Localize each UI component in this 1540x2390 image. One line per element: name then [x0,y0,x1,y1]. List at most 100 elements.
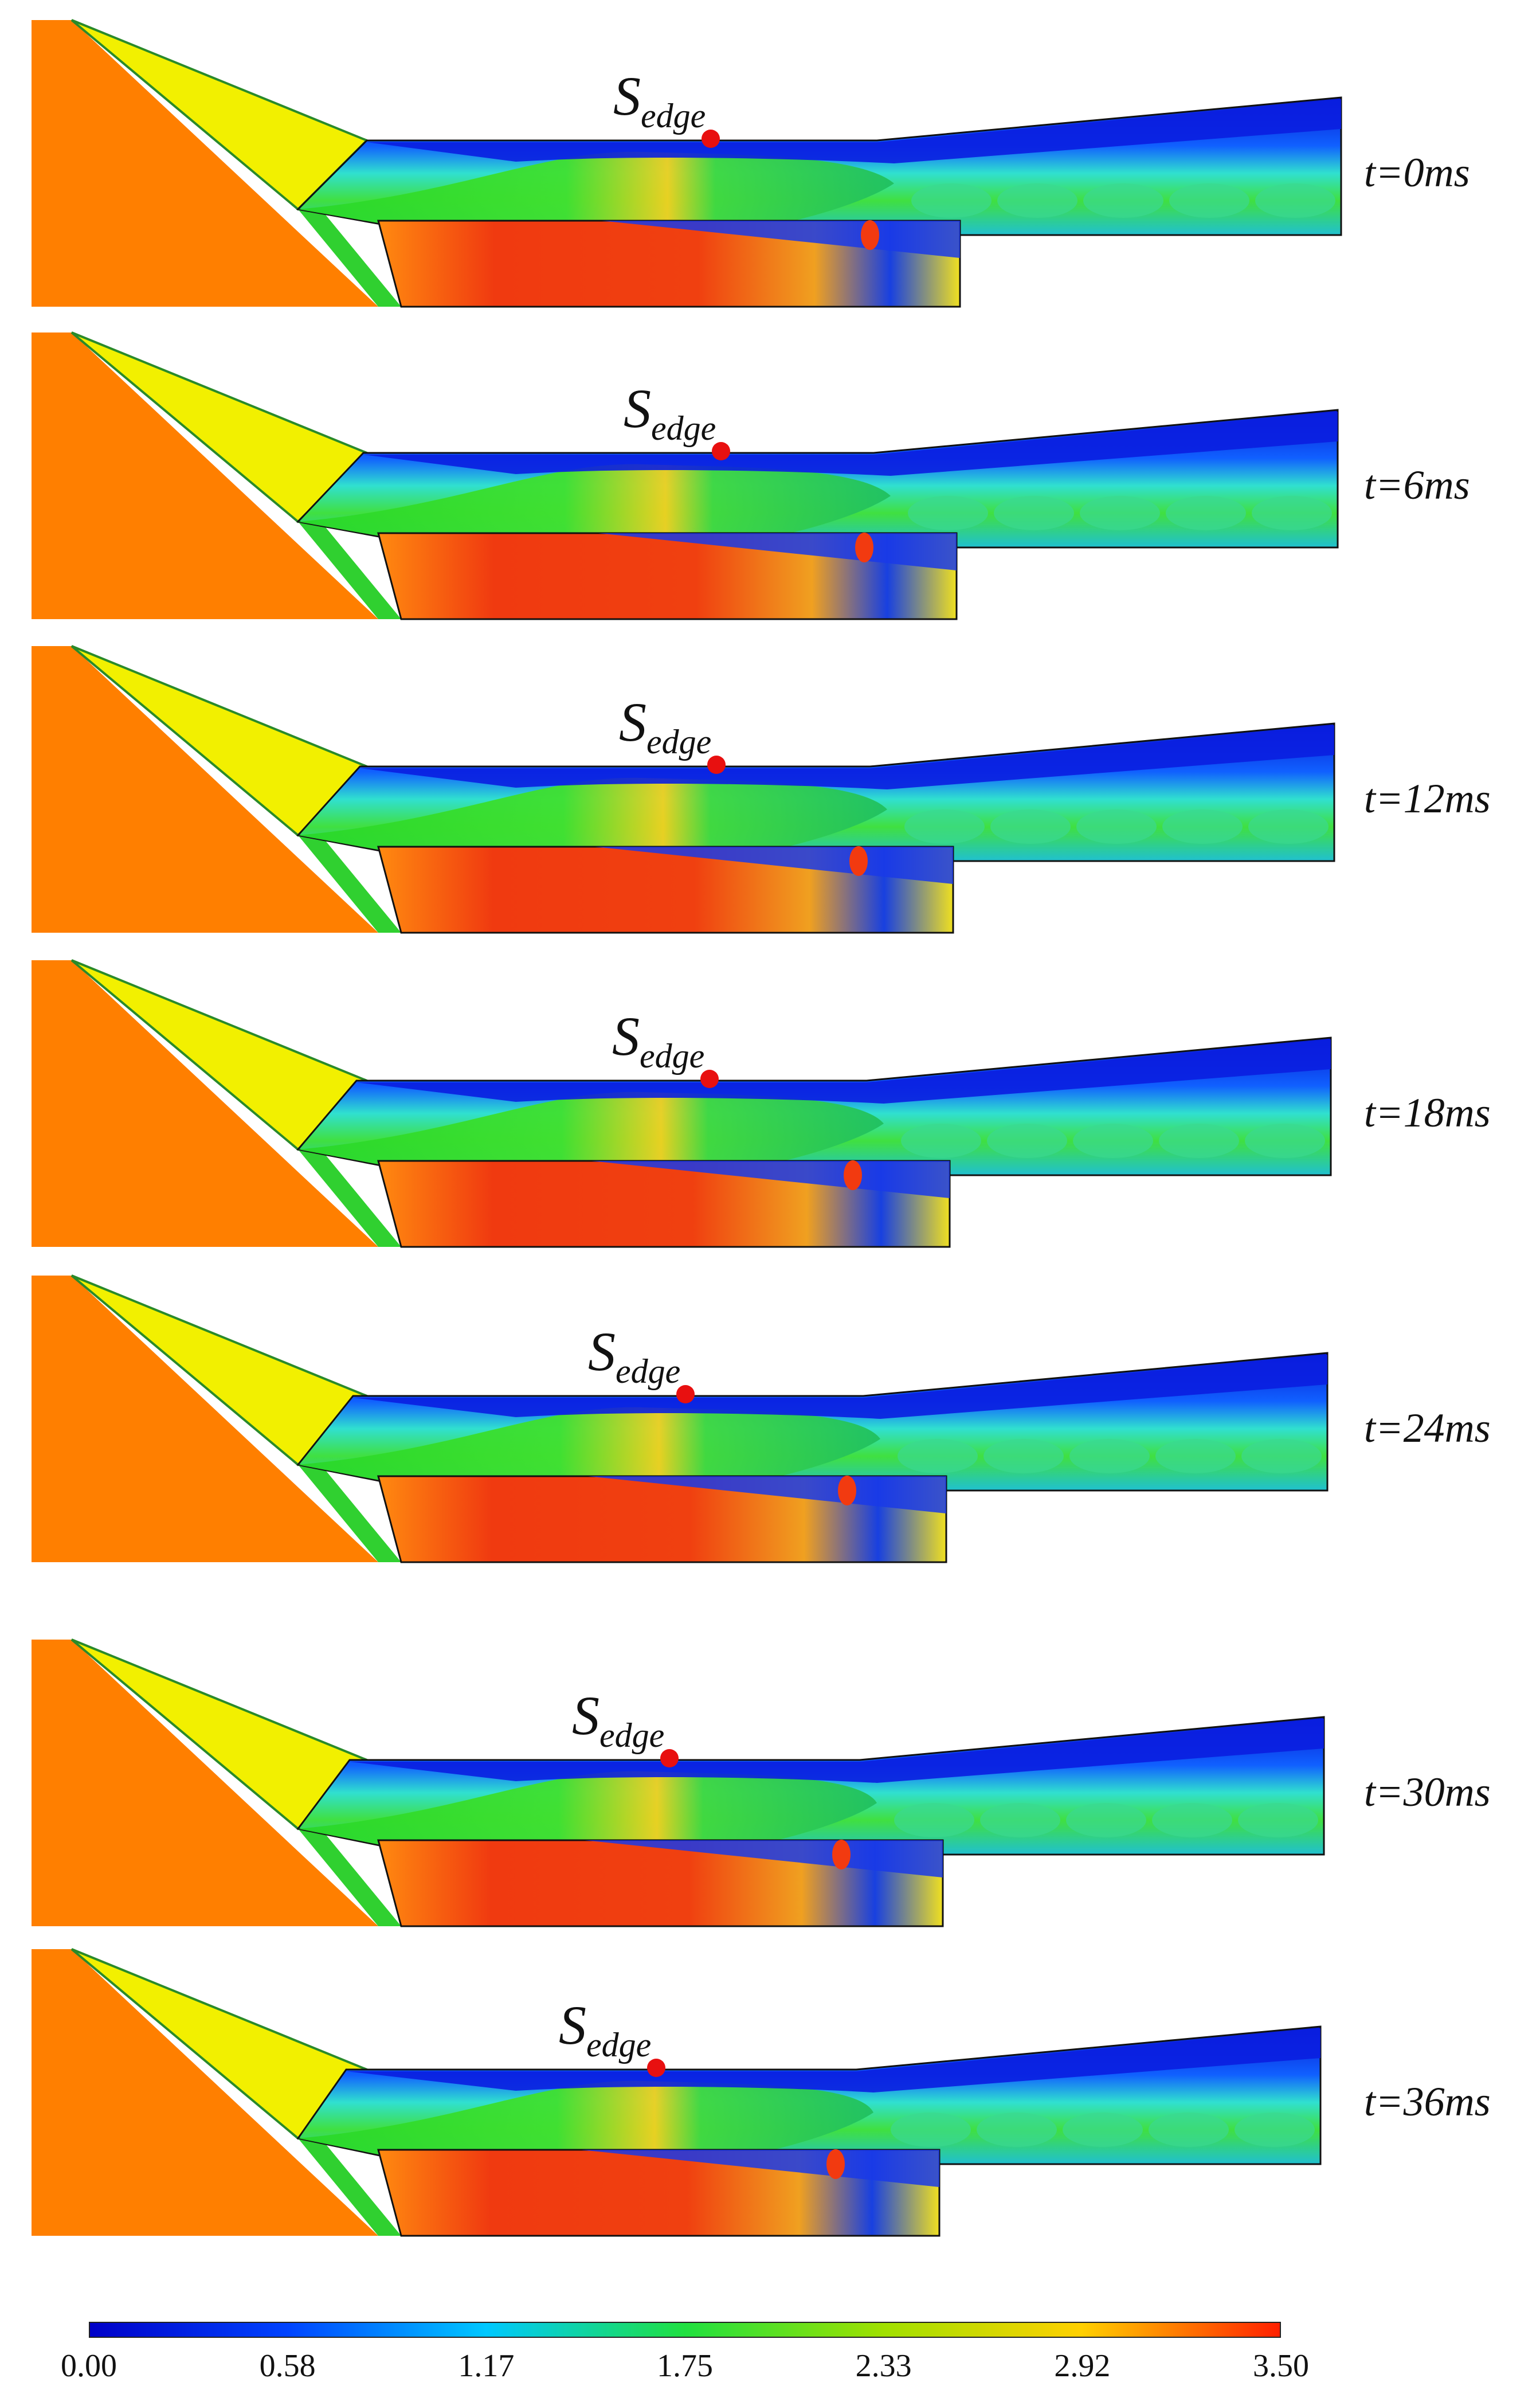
shock-train-cell [1248,809,1329,844]
sedge-marker [647,2059,665,2077]
boundary-layer [360,725,1334,789]
core-flow-region [298,1771,877,1853]
ramp-shear-layer [298,1149,401,1247]
sedge-label: Sedge [619,695,711,760]
contour-panel: Sedge t=12ms [0,637,1540,959]
time-label: t=24ms [1364,1405,1491,1451]
shock-train-cell [1159,1124,1239,1158]
bypass-expansion [588,1476,946,1513]
boundary-layer [356,1039,1331,1104]
forebody-ramp [32,1640,378,1926]
ramp-shear-layer [298,1829,401,1926]
sedge-symbol: S [559,1994,586,2056]
colorbar-tick-label: 2.92 [1054,2348,1111,2384]
sedge-subscript: edge [586,2026,652,2064]
forebody-ramp [32,1276,378,1562]
ramp-shear-layer [298,522,401,619]
time-label: t=6ms [1364,462,1470,508]
forebody-ramp [32,20,378,307]
shock-train-cell [1245,1124,1325,1158]
contour-panel: Sedge t=30ms [0,1631,1540,1952]
colorbar-tick-label: 0.00 [61,2348,117,2384]
boundary-layer [367,99,1341,163]
jet-hot-spot [861,220,879,250]
colorbar-tick-label: 1.17 [458,2348,515,2384]
sedge-marker [707,756,726,774]
sedge-marker [700,1070,719,1088]
flow-field-svg [32,331,1339,620]
shock-train-cell [1241,1439,1322,1473]
colorbar-tick-label: 2.33 [855,2348,912,2384]
flow-field-svg [32,1274,1329,1563]
jet-hot-spot [838,1476,856,1505]
flow-field-svg [32,19,1342,308]
jet-hot-spot [855,533,873,562]
sedge-label: Sedge [613,69,706,135]
sedge-marker [676,1385,695,1403]
shock-train-cell [1069,1439,1150,1473]
shock-train-cell [1080,496,1160,530]
jet-hot-spot [832,1840,851,1869]
colorbar [89,2322,1281,2338]
forebody-ramp [32,646,378,933]
shock-train-cell [987,1124,1067,1158]
shock-train-cell [894,1803,974,1837]
shock-train-cell [904,809,985,844]
core-flow-region [298,151,894,234]
forebody-ramp [32,1949,378,2236]
shock-train-cell [990,809,1071,844]
boundary-layer [353,1355,1327,1419]
shock-train-cell [1235,2113,1315,2147]
contour-panel: Sedge t=36ms [0,1941,1540,2262]
sedge-symbol: S [588,1321,616,1382]
flow-field-svg [32,1948,1322,2237]
shock-train-cell [997,183,1077,218]
colorbar-tick-label: 0.58 [259,2348,316,2384]
shock-train-cell [977,2113,1057,2147]
shock-train-cell [901,1124,981,1158]
time-label: t=12ms [1364,776,1491,822]
forebody-ramp [32,333,378,619]
colorbar-tick-label: 3.50 [1253,2348,1309,2384]
sedge-label: Sedge [559,1998,652,2064]
bypass-expansion [585,1840,943,1877]
shock-train-cell [1149,2113,1229,2147]
shock-train-cell [1162,809,1243,844]
time-label: t=0ms [1364,150,1470,195]
ramp-shear-layer [298,209,401,307]
shock-train-cell [980,1803,1060,1837]
boundary-layer [346,2028,1320,2092]
shock-train-cell [1169,183,1249,218]
sedge-symbol: S [619,691,646,753]
core-flow-region [298,1092,884,1174]
sedge-label: Sedge [572,1688,664,1753]
shock-train-cell [1076,809,1157,844]
shock-train-cell [1083,183,1163,218]
shock-train-cell [911,183,992,218]
sedge-subscript: edge [616,1352,681,1390]
sedge-marker [702,130,720,148]
sedge-symbol: S [624,378,651,439]
jet-hot-spot [826,2149,845,2179]
shock-train-cell [1166,496,1246,530]
sedge-symbol: S [572,1685,599,1746]
sedge-label: Sedge [624,378,716,446]
flow-field-svg [32,645,1335,934]
sedge-subscript: edge [641,97,706,135]
time-label: t=36ms [1364,2079,1491,2125]
sedge-subscript: edge [640,1037,705,1075]
shock-train-cell [1238,1803,1318,1837]
boundary-layer [363,412,1338,476]
core-flow-region [298,777,887,860]
core-flow-region [298,1407,880,1489]
shock-train-cell [898,1439,978,1473]
sedge-label: Sedge [612,1006,705,1075]
time-label: t=18ms [1364,1090,1491,1136]
shock-train-cell [908,496,988,530]
core-flow-region [298,464,891,546]
sedge-symbol: S [612,1006,640,1067]
sedge-subscript: edge [599,1716,665,1754]
contour-panel: Sedge t=6ms [0,324,1540,645]
bypass-expansion [581,2150,939,2187]
